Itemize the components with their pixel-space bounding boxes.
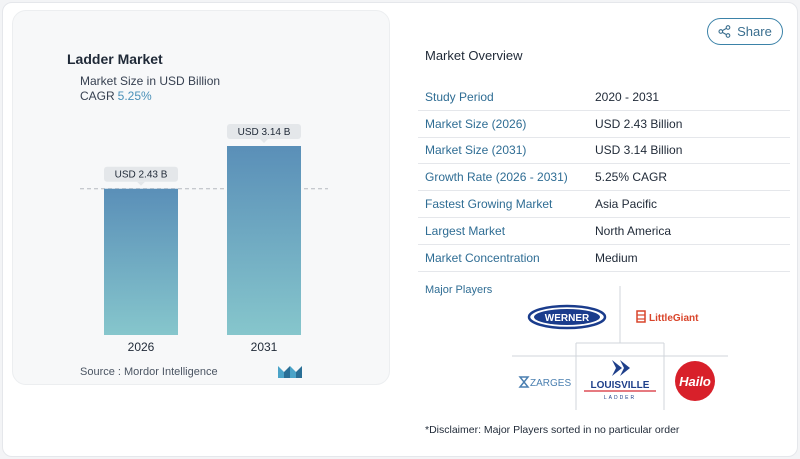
overview-row-market-size-2026: Market Size (2026) USD 2.43 Billion [418,111,790,138]
overview-value: Medium [595,250,638,265]
overview-row-growth-rate: Growth Rate (2026 - 2031) 5.25% CAGR [418,164,790,192]
overview-label: Study Period [425,89,494,104]
data-label-pill [104,166,178,182]
overview-row-fastest-growing: Fastest Growing Market Asia Pacific [418,191,790,218]
bar-2026 [104,188,178,335]
cagr-value: 5.25% [117,89,152,103]
overview-row-largest-market: Largest Market North America [418,218,790,245]
bar-2031 [227,146,301,335]
overview-label: Largest Market [425,223,506,238]
overview-table: Study Period 2020 - 2031 Market Size (20… [418,84,790,272]
overview-label: Market Concentration [425,250,540,265]
data-label-pointer [137,181,145,186]
share-button[interactable]: Share [707,18,783,45]
overview-value: Asia Pacific [595,197,658,212]
chart-title: Ladder Market [67,51,163,67]
data-label-pill [227,124,301,139]
overview-label: Market Size (2026) [425,116,527,131]
overview-label: Fastest Growing Market [425,197,553,212]
bar-chart: USD 2.43 B 2026 USD 3.14 B 2031 [80,124,328,354]
overview-value: 5.25% CAGR [595,170,668,185]
disclaimer: *Disclaimer: Major Players sorted in no … [425,424,680,436]
data-label-pointer [260,139,268,143]
share-icon [718,25,731,38]
overview-row-market-size-2031: Market Size (2031) USD 3.14 Billion [418,138,790,165]
x-tick-label: 2026 [128,340,155,354]
players-title: Major Players [425,284,493,296]
data-label: USD 2.43 B [115,170,168,181]
share-label: Share [737,24,772,39]
cagr-label: CAGR [80,89,115,103]
chart-card [12,10,390,385]
data-label: USD 3.14 B [238,127,291,138]
mordor-logo-icon [278,366,302,378]
cagr-row: CAGR 5.25% [80,89,152,103]
overview-label: Growth Rate (2026 - 2031) [425,170,568,185]
overview-row-study-period: Study Period 2020 - 2031 [418,84,790,111]
overview-title: Market Overview [425,48,523,63]
overview-row-concentration: Market Concentration Medium [418,245,790,272]
x-tick-label: 2031 [251,340,278,354]
overview-value: North America [595,223,672,238]
overview-value: USD 3.14 Billion [595,143,683,158]
overview-label: Market Size (2031) [425,143,527,158]
source-note: Source : Mordor Intelligence [80,366,218,378]
overview-value: USD 2.43 Billion [595,116,683,131]
chart-subtitle: Market Size in USD Billion [80,74,221,88]
overview-value: 2020 - 2031 [595,89,660,104]
